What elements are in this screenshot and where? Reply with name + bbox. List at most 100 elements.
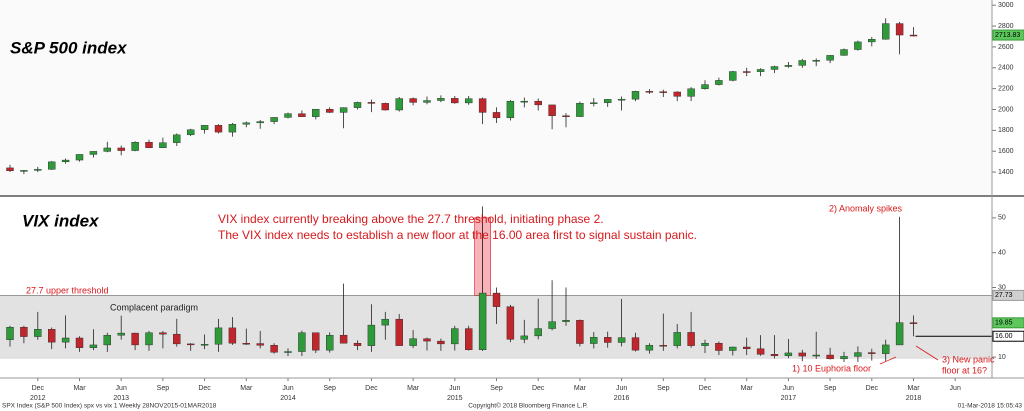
candle-body	[6, 326, 14, 340]
candle-body	[117, 332, 125, 336]
x-tick-label: Mar	[741, 385, 754, 392]
candle-body	[145, 142, 153, 148]
candle-body	[576, 103, 584, 117]
y-tick-label: 2000	[998, 106, 1014, 113]
candle-body	[826, 55, 834, 61]
candle-body	[395, 98, 403, 111]
candle-body	[48, 329, 56, 343]
x-tick-label: Sep	[490, 385, 503, 392]
y-tick-label: 10	[998, 354, 1006, 361]
x-tick-label: Mar	[574, 385, 587, 392]
candle-body	[534, 100, 542, 106]
panel-title: S&P 500 index	[10, 38, 128, 57]
footer-left: SPX Index (S&P 500 Index) spx vs vix 1 W…	[2, 403, 217, 410]
x-tick-label: Sep	[657, 385, 670, 392]
candle-body	[909, 34, 918, 37]
annotation: 3) New panic	[942, 354, 995, 364]
arrow	[915, 345, 939, 361]
annotation: floor at 16?	[942, 365, 987, 375]
y-tick-label: 50	[998, 215, 1006, 222]
candle-body	[798, 352, 806, 357]
candle-body	[326, 108, 334, 113]
x-year-label: 2017	[781, 395, 797, 402]
candle-body	[353, 342, 362, 346]
candle-body	[895, 23, 904, 36]
candle-body	[103, 147, 112, 152]
y-tick-label: 3000	[998, 2, 1014, 9]
x-tick-label: Dec	[532, 385, 545, 392]
x-year-label: 2015	[447, 395, 463, 402]
candle-body	[715, 80, 723, 85]
value-box-label: 16.00	[995, 333, 1013, 340]
x-year-label: 2014	[280, 395, 296, 402]
candle-body	[256, 343, 264, 346]
value-box-label: 2713.83	[995, 32, 1020, 39]
candle-body	[423, 338, 431, 342]
x-tick-label: Dec	[365, 385, 378, 392]
candle-body	[784, 65, 793, 67]
x-tick-label: Mar	[73, 385, 86, 392]
candle-body	[770, 354, 779, 356]
candle-body	[89, 151, 98, 155]
candle-body	[312, 108, 320, 117]
candle-body	[812, 354, 820, 357]
candle-body	[173, 134, 181, 143]
candle-body	[284, 113, 292, 118]
candle-body	[576, 320, 584, 344]
candle-body	[312, 332, 320, 351]
x-tick-label: Dec	[699, 385, 712, 392]
candle-body	[89, 344, 98, 348]
candle-body	[631, 337, 640, 351]
y-tick-label: 1600	[998, 148, 1014, 155]
candle-body	[729, 346, 737, 351]
candle-body	[687, 332, 695, 346]
candle-body	[784, 352, 793, 356]
candle-body	[381, 318, 389, 326]
candle-body	[103, 334, 112, 346]
candle-body	[590, 337, 598, 344]
candle-body	[590, 102, 598, 104]
candle-body	[395, 318, 403, 346]
candle-body	[854, 41, 862, 50]
candle-body	[326, 334, 334, 351]
y-tick-label: 1800	[998, 127, 1014, 134]
candle-body	[909, 322, 918, 324]
y-tick-label: 40	[998, 250, 1006, 257]
candle-body	[770, 66, 779, 70]
candle-body	[353, 102, 362, 108]
plot-layer: 1400 1600 1800 2000 2200 2400 2600 2800 3000 2713…	[0, 0, 1024, 402]
x-tick-label: Dec	[866, 385, 879, 392]
y-tick-label: 2200	[998, 85, 1014, 92]
value-box	[992, 289, 1024, 301]
candle-body	[131, 142, 139, 151]
panel-bg	[0, 0, 992, 195]
y-tick-label: 2800	[998, 23, 1014, 30]
candle-body	[270, 345, 278, 353]
candle-body	[645, 345, 654, 351]
candle-body	[200, 344, 209, 346]
candle-body	[673, 91, 681, 97]
candle-body	[604, 99, 612, 103]
candle-body	[506, 306, 515, 340]
candle-body	[437, 98, 445, 101]
value-box	[992, 330, 1024, 342]
x-tick-label: Jun	[783, 385, 794, 392]
candle-body	[117, 147, 125, 151]
annotation: The VIX index needs to establish a new f…	[218, 228, 697, 242]
candle-body	[756, 69, 765, 72]
candle-body	[895, 322, 904, 346]
candle-body	[173, 333, 181, 345]
candle-body	[298, 332, 306, 352]
x-tick-label: Mar	[907, 385, 920, 392]
candle-body	[75, 337, 84, 348]
candle-body	[868, 39, 876, 43]
y-tick-label: 2400	[998, 65, 1014, 72]
candle-body	[548, 321, 556, 329]
candle-body	[214, 125, 223, 133]
candle-body	[631, 91, 640, 100]
candle-body	[367, 324, 376, 346]
candle-body	[228, 123, 237, 133]
candle-body	[339, 107, 348, 113]
candle-body	[381, 103, 389, 111]
candle-body	[437, 340, 445, 345]
